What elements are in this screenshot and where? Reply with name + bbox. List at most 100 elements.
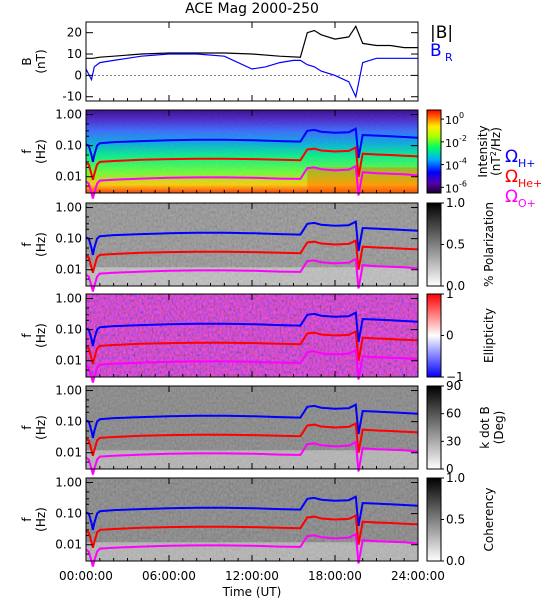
legend-radial-field-sub: R [445, 51, 453, 64]
colorbar-tick-label: 1.0 [446, 471, 465, 485]
y-axis-label-f: f [20, 517, 34, 522]
panel-ellipticity: 1.00 0.10 0.01 f (Hz) 1 0 −1 Ellipticity [20, 287, 496, 384]
colorbar-tick-base: 10 [445, 182, 459, 195]
panel-wave-normal-angle: 1.00 0.10 0.01 f (Hz) 90 60 30 0 k dot B (Deg) [20, 379, 506, 476]
legend-omega-sub: H+ [518, 157, 536, 170]
colorbar-label: Ellipticity [482, 308, 496, 363]
y-axis-label-unit: (Hz) [34, 232, 48, 257]
y-axis-label: f (Hz) [20, 139, 48, 164]
panel-coherency: 1.00 0.10 0.01 f (Hz) 1.0 0.5 0.0 Coherency [20, 471, 496, 568]
legend-omega-symbol: Ω [505, 147, 518, 167]
y-axis-label-f: f [20, 149, 34, 154]
colorbar-label-text: Intensity [476, 125, 490, 177]
x-axis-label: Time (UT) [222, 585, 282, 599]
colorbar-tick-label: 1.0 [446, 196, 465, 210]
y-axis-label: B (nT) [20, 49, 48, 73]
colorbar-tick-label: 0.5 [446, 238, 465, 252]
gyrofrequency-line-H [85, 495, 419, 531]
y-tick-label: 1.00 [55, 292, 82, 306]
colorbar-tick-base: 10 [445, 137, 459, 150]
y-tick-label: 0.01 [55, 263, 82, 277]
y-tick-label: 0.01 [55, 170, 82, 184]
x-tick-label: 12:00:00 [225, 569, 279, 583]
gyrofrequency-line-O [85, 440, 419, 475]
panel-magnetic-field: 20 10 0 -10 B (nT) |B| B R [20, 21, 453, 104]
y-tick-label: 0.10 [55, 232, 82, 246]
y-axis-label-unit: (Hz) [34, 139, 48, 164]
y-axis-label: f (Hz) [20, 415, 48, 440]
gyrofrequency-line-He [85, 145, 419, 181]
spectrogram-texture [86, 294, 418, 377]
colorbar-tick-exp: 0 [459, 111, 464, 120]
y-tick-label: 0.10 [55, 507, 82, 521]
y-tick-label: 1.00 [55, 384, 82, 398]
colorbar-label-text: k dot B [478, 406, 492, 448]
colorbar-tick-label: 90 [446, 379, 461, 393]
colorbar-coherency [426, 477, 442, 562]
colorbar-label-text: % Polarization [482, 202, 496, 287]
y-tick-label: 0.10 [55, 323, 82, 337]
y-tick-label: 0.01 [55, 446, 82, 460]
colorbar-label-unit-b: /Hz) [489, 127, 503, 151]
gyrofrequency-line-O [85, 348, 419, 383]
colorbar-tick-base: 10 [445, 114, 459, 127]
gyrofrequency-line-H [85, 403, 419, 439]
colorbar-label-unit: (nT2/Hz) [489, 127, 503, 176]
gyrofrequency-line-He [85, 513, 419, 549]
colorbar-tick-exp: -2 [459, 134, 467, 143]
panel-polarization: 1.00 0.10 0.01 f (Hz) 1.0 0.5 0.0 % Polarization [20, 196, 496, 293]
colorbar-tick-label: 0 [446, 329, 454, 343]
legend-total-field: |B| [430, 23, 453, 43]
y-tick-label: 1.00 [55, 108, 82, 122]
gyrofrequency-line-H [85, 220, 419, 256]
legend-omega-sub: O+ [518, 197, 536, 210]
colorbar-polarization [426, 202, 442, 287]
y-tick-label: 0.01 [55, 538, 82, 552]
x-tick-label: 06:00:00 [142, 569, 196, 583]
y-tick-label: 1.00 [55, 476, 82, 490]
colorbar-tick-label: 0 [446, 462, 454, 476]
y-axis-label-b: B [20, 57, 34, 65]
y-axis-label-unit: (Hz) [34, 415, 48, 440]
y-axis-label-unit: (Hz) [34, 507, 48, 532]
colorbar-label: k dot B (Deg) [478, 406, 506, 448]
y-axis-label-f: f [20, 333, 34, 338]
colorbar-label-text: Ellipticity [482, 308, 496, 363]
figure-title: ACE Mag 2000-250 [185, 1, 319, 17]
y-tick-label: -10 [62, 90, 82, 104]
y-axis-label: f (Hz) [20, 507, 48, 532]
colorbar-label: % Polarization [482, 202, 496, 287]
legend-omega-symbol: Ω [505, 167, 518, 187]
colorbar-tick-label: 30 [446, 434, 461, 448]
y-tick-label: 10 [67, 47, 82, 61]
colorbar-tick-label: 0.0 [446, 554, 465, 568]
colorbar-wave-normal-angle [426, 385, 442, 470]
y-tick-label: 20 [67, 26, 82, 40]
y-axis-label-unit: (Hz) [34, 323, 48, 348]
colorbar-tick-label: 1 [446, 287, 454, 301]
x-tick-label: 00:00:00 [59, 569, 113, 583]
colorbar-tick-label: 60 [446, 407, 461, 421]
gyrofrequency-line-H [85, 127, 419, 163]
y-tick-label: 0.10 [55, 415, 82, 429]
gyrofrequency-line-O [85, 164, 419, 199]
y-tick-label: 0.01 [55, 354, 82, 368]
x-tick-label: 18:00:00 [308, 569, 362, 583]
y-tick-label: 0.10 [55, 139, 82, 153]
y-tick-label: 0 [74, 68, 82, 82]
legend-omega-symbol: Ω [505, 187, 518, 207]
colorbar-tick-base: 10 [445, 160, 459, 173]
colorbar-tick-label: −1 [446, 370, 464, 384]
colorbar-tick-exp: -4 [459, 157, 467, 166]
y-tick-label: 1.00 [55, 201, 82, 215]
gyrofrequency-line-He [85, 238, 419, 274]
x-tick-label: 24:00:00 [391, 569, 445, 583]
gyrofrequency-line-O [85, 257, 419, 292]
colorbar-intensity [426, 109, 442, 194]
y-axis-label-f: f [20, 242, 34, 247]
y-axis-label: f (Hz) [20, 323, 48, 348]
colorbar-label: Intensity (nT2/Hz) [476, 125, 503, 177]
plot-background [86, 22, 418, 101]
